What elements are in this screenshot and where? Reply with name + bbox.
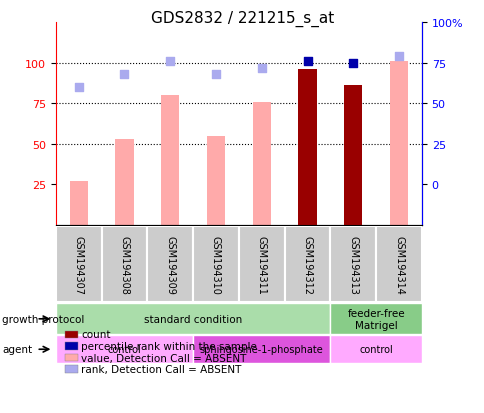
Text: GDS2832 / 221215_s_at: GDS2832 / 221215_s_at bbox=[151, 10, 333, 26]
Bar bbox=[298, 70, 316, 225]
Text: control: control bbox=[359, 344, 392, 354]
Text: GSM194314: GSM194314 bbox=[393, 235, 403, 294]
Bar bbox=[344, 86, 362, 225]
Point bbox=[348, 60, 356, 67]
Bar bbox=[115, 140, 133, 225]
Bar bbox=[252, 102, 271, 225]
Text: GSM194307: GSM194307 bbox=[74, 235, 83, 294]
Bar bbox=[376, 226, 421, 303]
Bar bbox=[193, 335, 330, 363]
Bar bbox=[330, 335, 421, 363]
Text: GSM194309: GSM194309 bbox=[165, 235, 175, 294]
Bar bbox=[284, 226, 330, 303]
Text: value, Detection Call = ABSENT: value, Detection Call = ABSENT bbox=[81, 353, 246, 363]
Point bbox=[303, 59, 311, 65]
Text: GSM194308: GSM194308 bbox=[119, 235, 129, 294]
Bar bbox=[330, 304, 421, 335]
Text: growth protocol: growth protocol bbox=[2, 314, 85, 324]
Text: GSM194310: GSM194310 bbox=[211, 235, 221, 294]
Point bbox=[257, 65, 265, 72]
Bar bbox=[389, 62, 408, 225]
Text: GSM194312: GSM194312 bbox=[302, 235, 312, 294]
Bar bbox=[206, 136, 225, 225]
Point bbox=[75, 85, 82, 91]
Text: GSM194311: GSM194311 bbox=[256, 235, 266, 294]
Text: agent: agent bbox=[2, 344, 32, 354]
Text: rank, Detection Call = ABSENT: rank, Detection Call = ABSENT bbox=[81, 364, 241, 374]
Bar bbox=[161, 96, 179, 225]
Point bbox=[166, 59, 174, 65]
Bar bbox=[101, 226, 147, 303]
Point bbox=[394, 54, 402, 60]
Bar bbox=[56, 335, 193, 363]
Text: count: count bbox=[81, 330, 110, 339]
Text: feeder-free
Matrigel: feeder-free Matrigel bbox=[347, 308, 404, 330]
Bar bbox=[56, 304, 330, 335]
Point bbox=[212, 71, 219, 78]
Text: standard condition: standard condition bbox=[144, 314, 242, 324]
Bar bbox=[330, 226, 376, 303]
Bar bbox=[238, 226, 284, 303]
Text: percentile rank within the sample: percentile rank within the sample bbox=[81, 341, 257, 351]
Bar bbox=[193, 226, 238, 303]
Text: sphingosine-1-phosphate: sphingosine-1-phosphate bbox=[199, 344, 323, 354]
Bar bbox=[56, 226, 101, 303]
Point bbox=[121, 71, 128, 78]
Text: control: control bbox=[107, 344, 141, 354]
Text: GSM194313: GSM194313 bbox=[348, 235, 358, 294]
Bar bbox=[147, 226, 193, 303]
Bar bbox=[69, 182, 88, 225]
